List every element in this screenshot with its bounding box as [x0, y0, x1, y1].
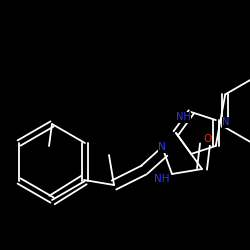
Text: O: O [203, 134, 211, 144]
Text: NH: NH [176, 112, 190, 122]
Text: N: N [158, 142, 166, 152]
Text: N: N [222, 117, 230, 127]
Text: NH: NH [154, 174, 170, 184]
